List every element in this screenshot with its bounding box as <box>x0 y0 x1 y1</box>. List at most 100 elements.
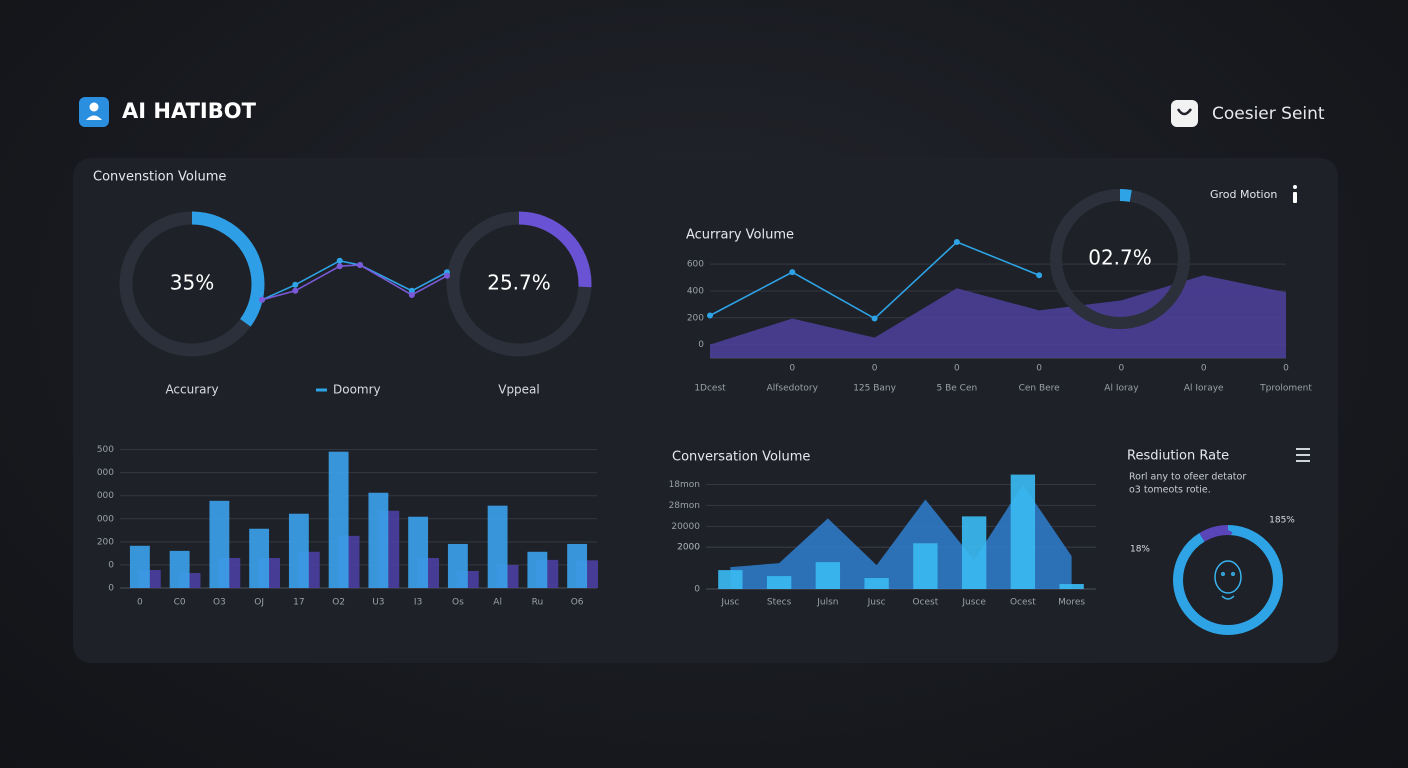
x-tick-label: Tproloment <box>1259 384 1312 394</box>
point <box>707 312 713 319</box>
bar <box>718 570 743 589</box>
menu-icon[interactable] <box>1296 448 1310 462</box>
point <box>336 263 343 270</box>
app-title: AI HATIBOT <box>122 99 257 123</box>
x-tick-label: Cen Bere <box>1019 384 1061 394</box>
y-tick-label: 0 <box>698 340 704 350</box>
y-tick-label: 400 <box>687 286 704 296</box>
x-tick-label: Ocest <box>1010 598 1036 608</box>
ring-label: 18% <box>1130 545 1150 555</box>
bar <box>408 516 429 588</box>
y-tick-label: 2000 <box>677 543 700 553</box>
user-name[interactable]: Coesier Seint <box>1212 104 1325 124</box>
chart-title: Convenstion Volume <box>93 170 226 185</box>
point <box>408 292 415 298</box>
x-tick-label: Ocest <box>912 598 938 608</box>
point <box>1036 272 1043 279</box>
x-sub-label: 0 <box>1201 364 1207 374</box>
x-tick-label: 5 Be Cen <box>937 384 978 394</box>
line <box>261 264 448 301</box>
point <box>292 287 299 294</box>
y-tick-label: 000 <box>97 514 114 524</box>
y-tick-label: 200 <box>97 537 114 547</box>
point <box>408 287 415 294</box>
bar <box>487 505 508 588</box>
point <box>953 239 960 246</box>
x-tick-label: Julsn <box>816 598 838 608</box>
bar <box>864 578 889 589</box>
bar <box>1010 474 1036 589</box>
x-tick-label: 1Dcest <box>694 384 726 394</box>
logo-body <box>86 115 102 120</box>
point <box>444 272 450 279</box>
x-tick-label: OJ <box>254 598 264 608</box>
gauge-label: Accurary <box>165 383 218 397</box>
y-tick-label: 20000 <box>671 522 700 532</box>
face-outline <box>1214 560 1242 594</box>
x-tick-label: O6 <box>571 598 584 608</box>
gauge-label: Vppeal <box>498 383 540 397</box>
bar <box>815 562 841 589</box>
chart-title: Conversation Volume <box>672 450 810 465</box>
y-tick-label: 2000 <box>677 543 700 553</box>
y-tick-label: 000 <box>97 468 114 478</box>
x-tick-label: Ru <box>532 598 544 608</box>
legend-label: Doomry <box>333 383 381 397</box>
line <box>261 259 448 301</box>
x-tick-label: Al Ioray <box>1104 384 1139 394</box>
bar <box>527 551 548 588</box>
point <box>789 269 796 276</box>
chart-subtitle: Rorl any to ofeer detator <box>1129 472 1246 483</box>
logo <box>79 97 109 127</box>
gauge-value: 25.7% <box>487 271 551 295</box>
face-eye <box>1231 572 1235 576</box>
x-tick-label: 0 <box>137 598 143 608</box>
point <box>259 296 265 303</box>
x-tick-label: U3 <box>372 598 384 608</box>
x-sub-label: 0 <box>1036 364 1042 374</box>
x-tick-label: Jusce <box>961 598 986 608</box>
x-tick-label: O3 <box>213 598 226 608</box>
x-sub-label: 0 <box>1119 364 1125 374</box>
y-tick-label: 0 <box>108 560 114 570</box>
status-label: Grod Motion <box>1210 188 1277 201</box>
x-tick-label: I3 <box>414 598 422 608</box>
y-tick-label: 200 <box>687 313 704 323</box>
x-tick-label: Al Ioraye <box>1184 384 1224 394</box>
x-tick-label: C0 <box>174 598 186 608</box>
bar <box>129 545 150 588</box>
x-sub-label: 0 <box>954 364 960 374</box>
x-tick-label: 125 Bany <box>853 384 896 394</box>
bar <box>913 543 938 589</box>
chart-title: Resdiution Rate <box>1127 449 1229 464</box>
gauge-value: 02.7% <box>1088 246 1152 270</box>
x-tick-label: Mores <box>1058 598 1085 608</box>
status-indicator <box>1293 192 1297 203</box>
ring-segment <box>1173 525 1283 635</box>
bar <box>209 500 230 588</box>
status-dot <box>1293 185 1297 189</box>
bar <box>169 550 190 588</box>
area <box>710 275 1286 358</box>
x-sub-label: 0 <box>872 364 878 374</box>
x-tick-label: 17 <box>293 598 304 608</box>
point <box>336 257 343 264</box>
gauge-arc <box>119 211 265 357</box>
x-sub-label: 0 <box>789 364 795 374</box>
x-tick-label: O2 <box>332 598 345 608</box>
y-tick-label: 0 <box>694 585 700 595</box>
face-chin <box>1221 595 1235 600</box>
bar <box>766 576 792 589</box>
y-tick-label: 500 <box>97 445 114 455</box>
point <box>292 281 299 288</box>
y-tick-label: 600 <box>687 260 704 270</box>
gauge-arc <box>1050 189 1190 329</box>
face-icon <box>1214 560 1242 600</box>
y-tick-label: 0 <box>108 584 114 594</box>
y-tick-label: 18mon <box>669 480 700 490</box>
user-icon-smile <box>1176 108 1193 116</box>
y-tick-label: 28mon <box>669 501 700 511</box>
bar <box>249 528 270 588</box>
